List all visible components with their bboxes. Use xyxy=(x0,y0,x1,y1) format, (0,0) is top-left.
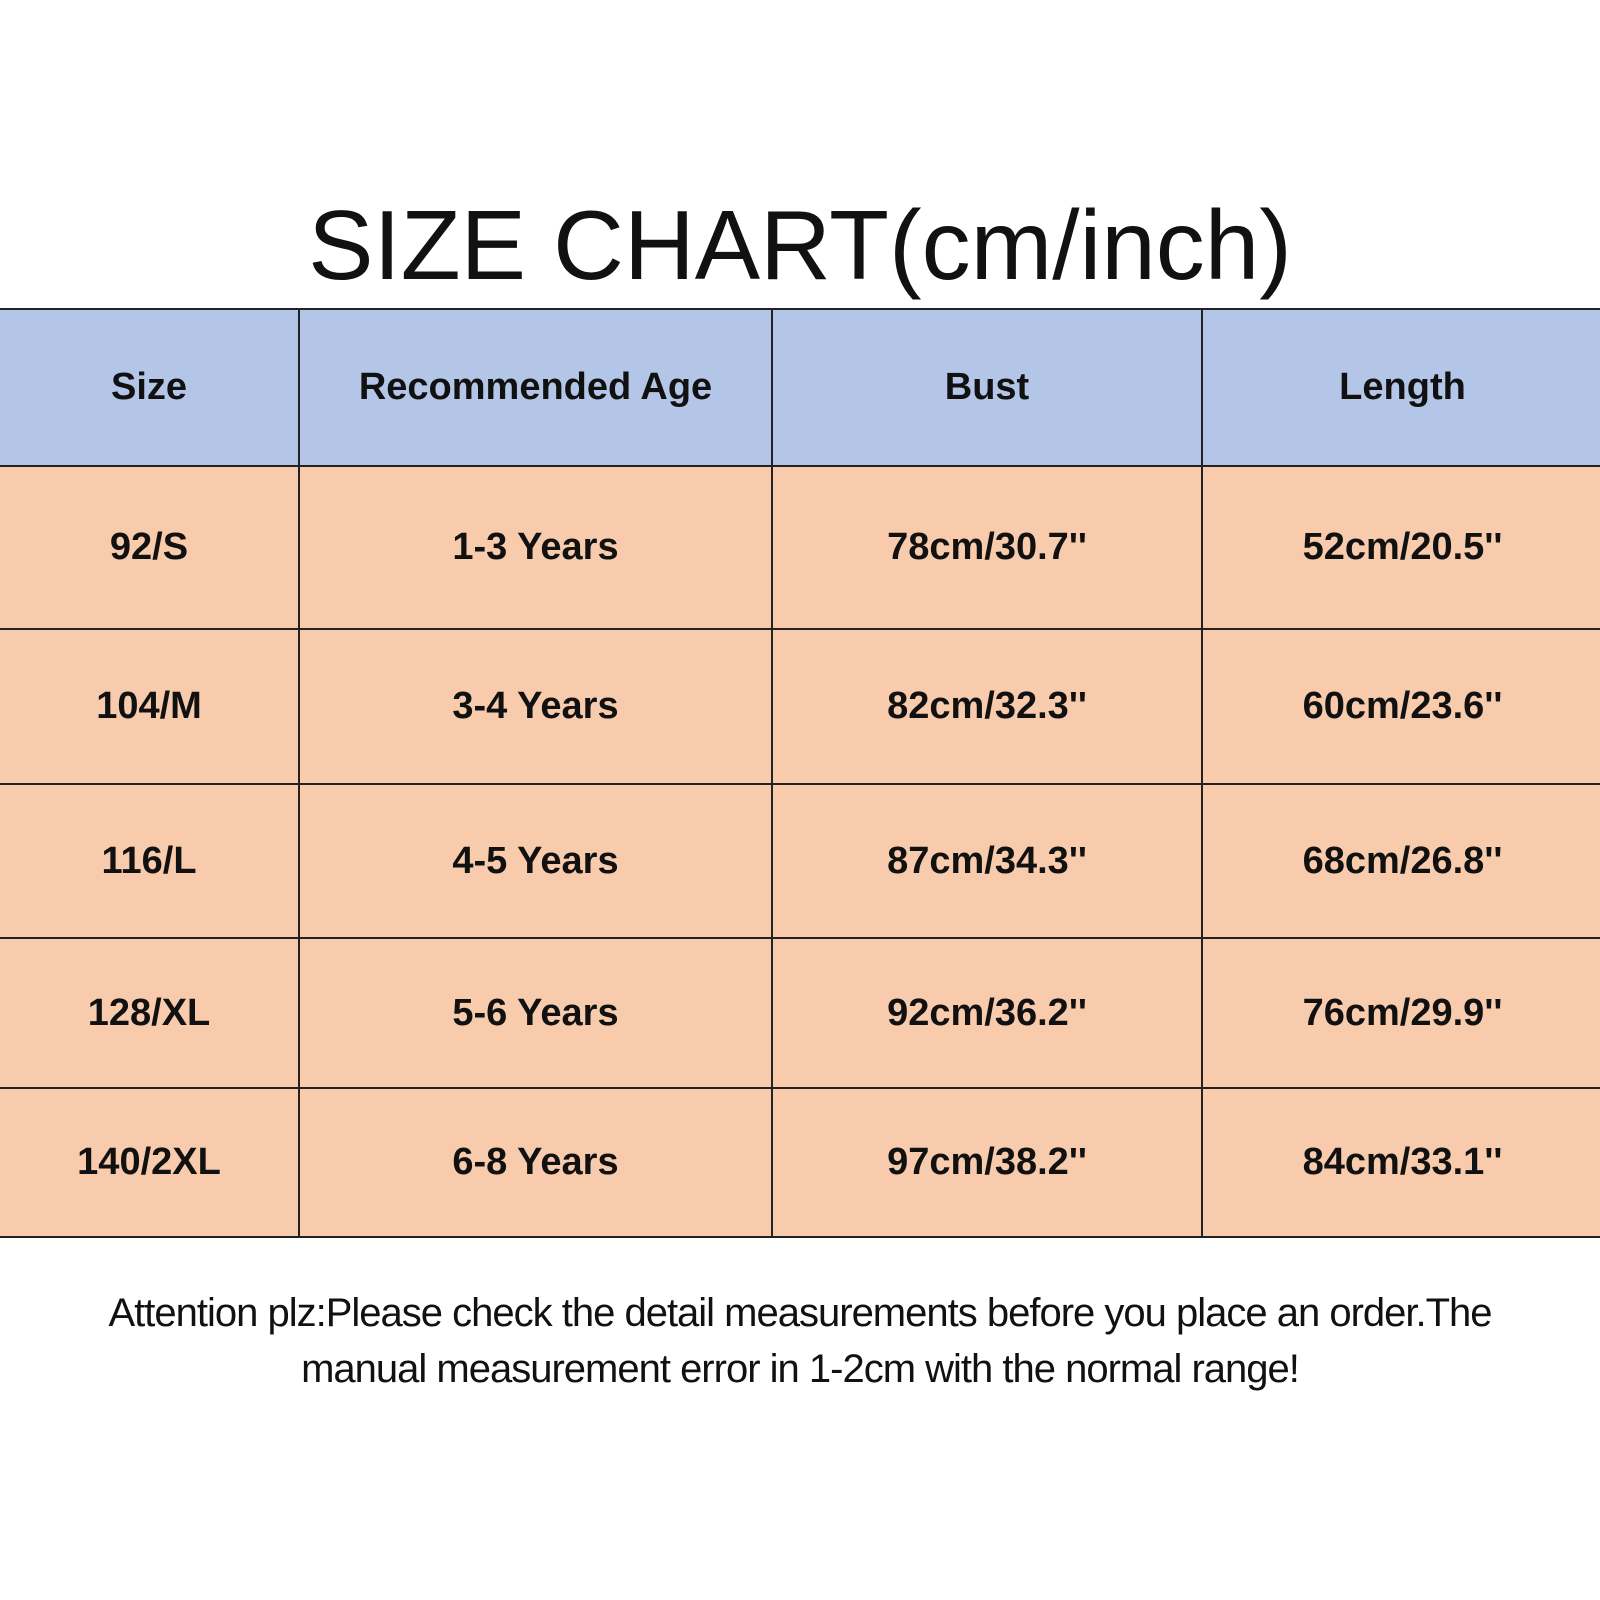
table-cell: 52cm/20.5'' xyxy=(1203,467,1600,630)
note-line: Attention plz:Please check the detail me… xyxy=(108,1291,1492,1335)
table-cell: 84cm/33.1'' xyxy=(1203,1089,1600,1238)
table-cell: 140/2XL xyxy=(0,1089,300,1238)
note: Attention plz:Please check the detail me… xyxy=(0,1285,1600,1397)
table-cell: 116/L xyxy=(0,785,300,939)
size-table: Size Recommended Age Bust Length 92/S 1-3 Yea… xyxy=(0,308,1600,1238)
table-cell: 82cm/32.3'' xyxy=(773,630,1203,785)
header-cell: Size xyxy=(0,310,300,467)
table-cell: 5-6 Years xyxy=(300,939,773,1089)
table-cell: 97cm/38.2'' xyxy=(773,1089,1203,1238)
header-cell: Recommended Age xyxy=(300,310,773,467)
table-cell: 128/XL xyxy=(0,939,300,1089)
table-cell: 4-5 Years xyxy=(300,785,773,939)
table-cell: 78cm/30.7'' xyxy=(773,467,1203,630)
table-cell: 92/S xyxy=(0,467,300,630)
table-cell: 92cm/36.2'' xyxy=(773,939,1203,1089)
table-cell: 3-4 Years xyxy=(300,630,773,785)
table-cell: 87cm/34.3'' xyxy=(773,785,1203,939)
table-cell: 104/M xyxy=(0,630,300,785)
table-cell: 1-3 Years xyxy=(300,467,773,630)
table-cell: 68cm/26.8'' xyxy=(1203,785,1600,939)
header-cell: Bust xyxy=(773,310,1203,467)
table-cell: 6-8 Years xyxy=(300,1089,773,1238)
table-cell: 76cm/29.9'' xyxy=(1203,939,1600,1089)
header-cell: Length xyxy=(1203,310,1600,467)
title: SIZE CHART(cm/inch) xyxy=(308,190,1292,300)
table-cell: 60cm/23.6'' xyxy=(1203,630,1600,785)
note-line: manual measurement error in 1-2cm with t… xyxy=(301,1347,1300,1391)
